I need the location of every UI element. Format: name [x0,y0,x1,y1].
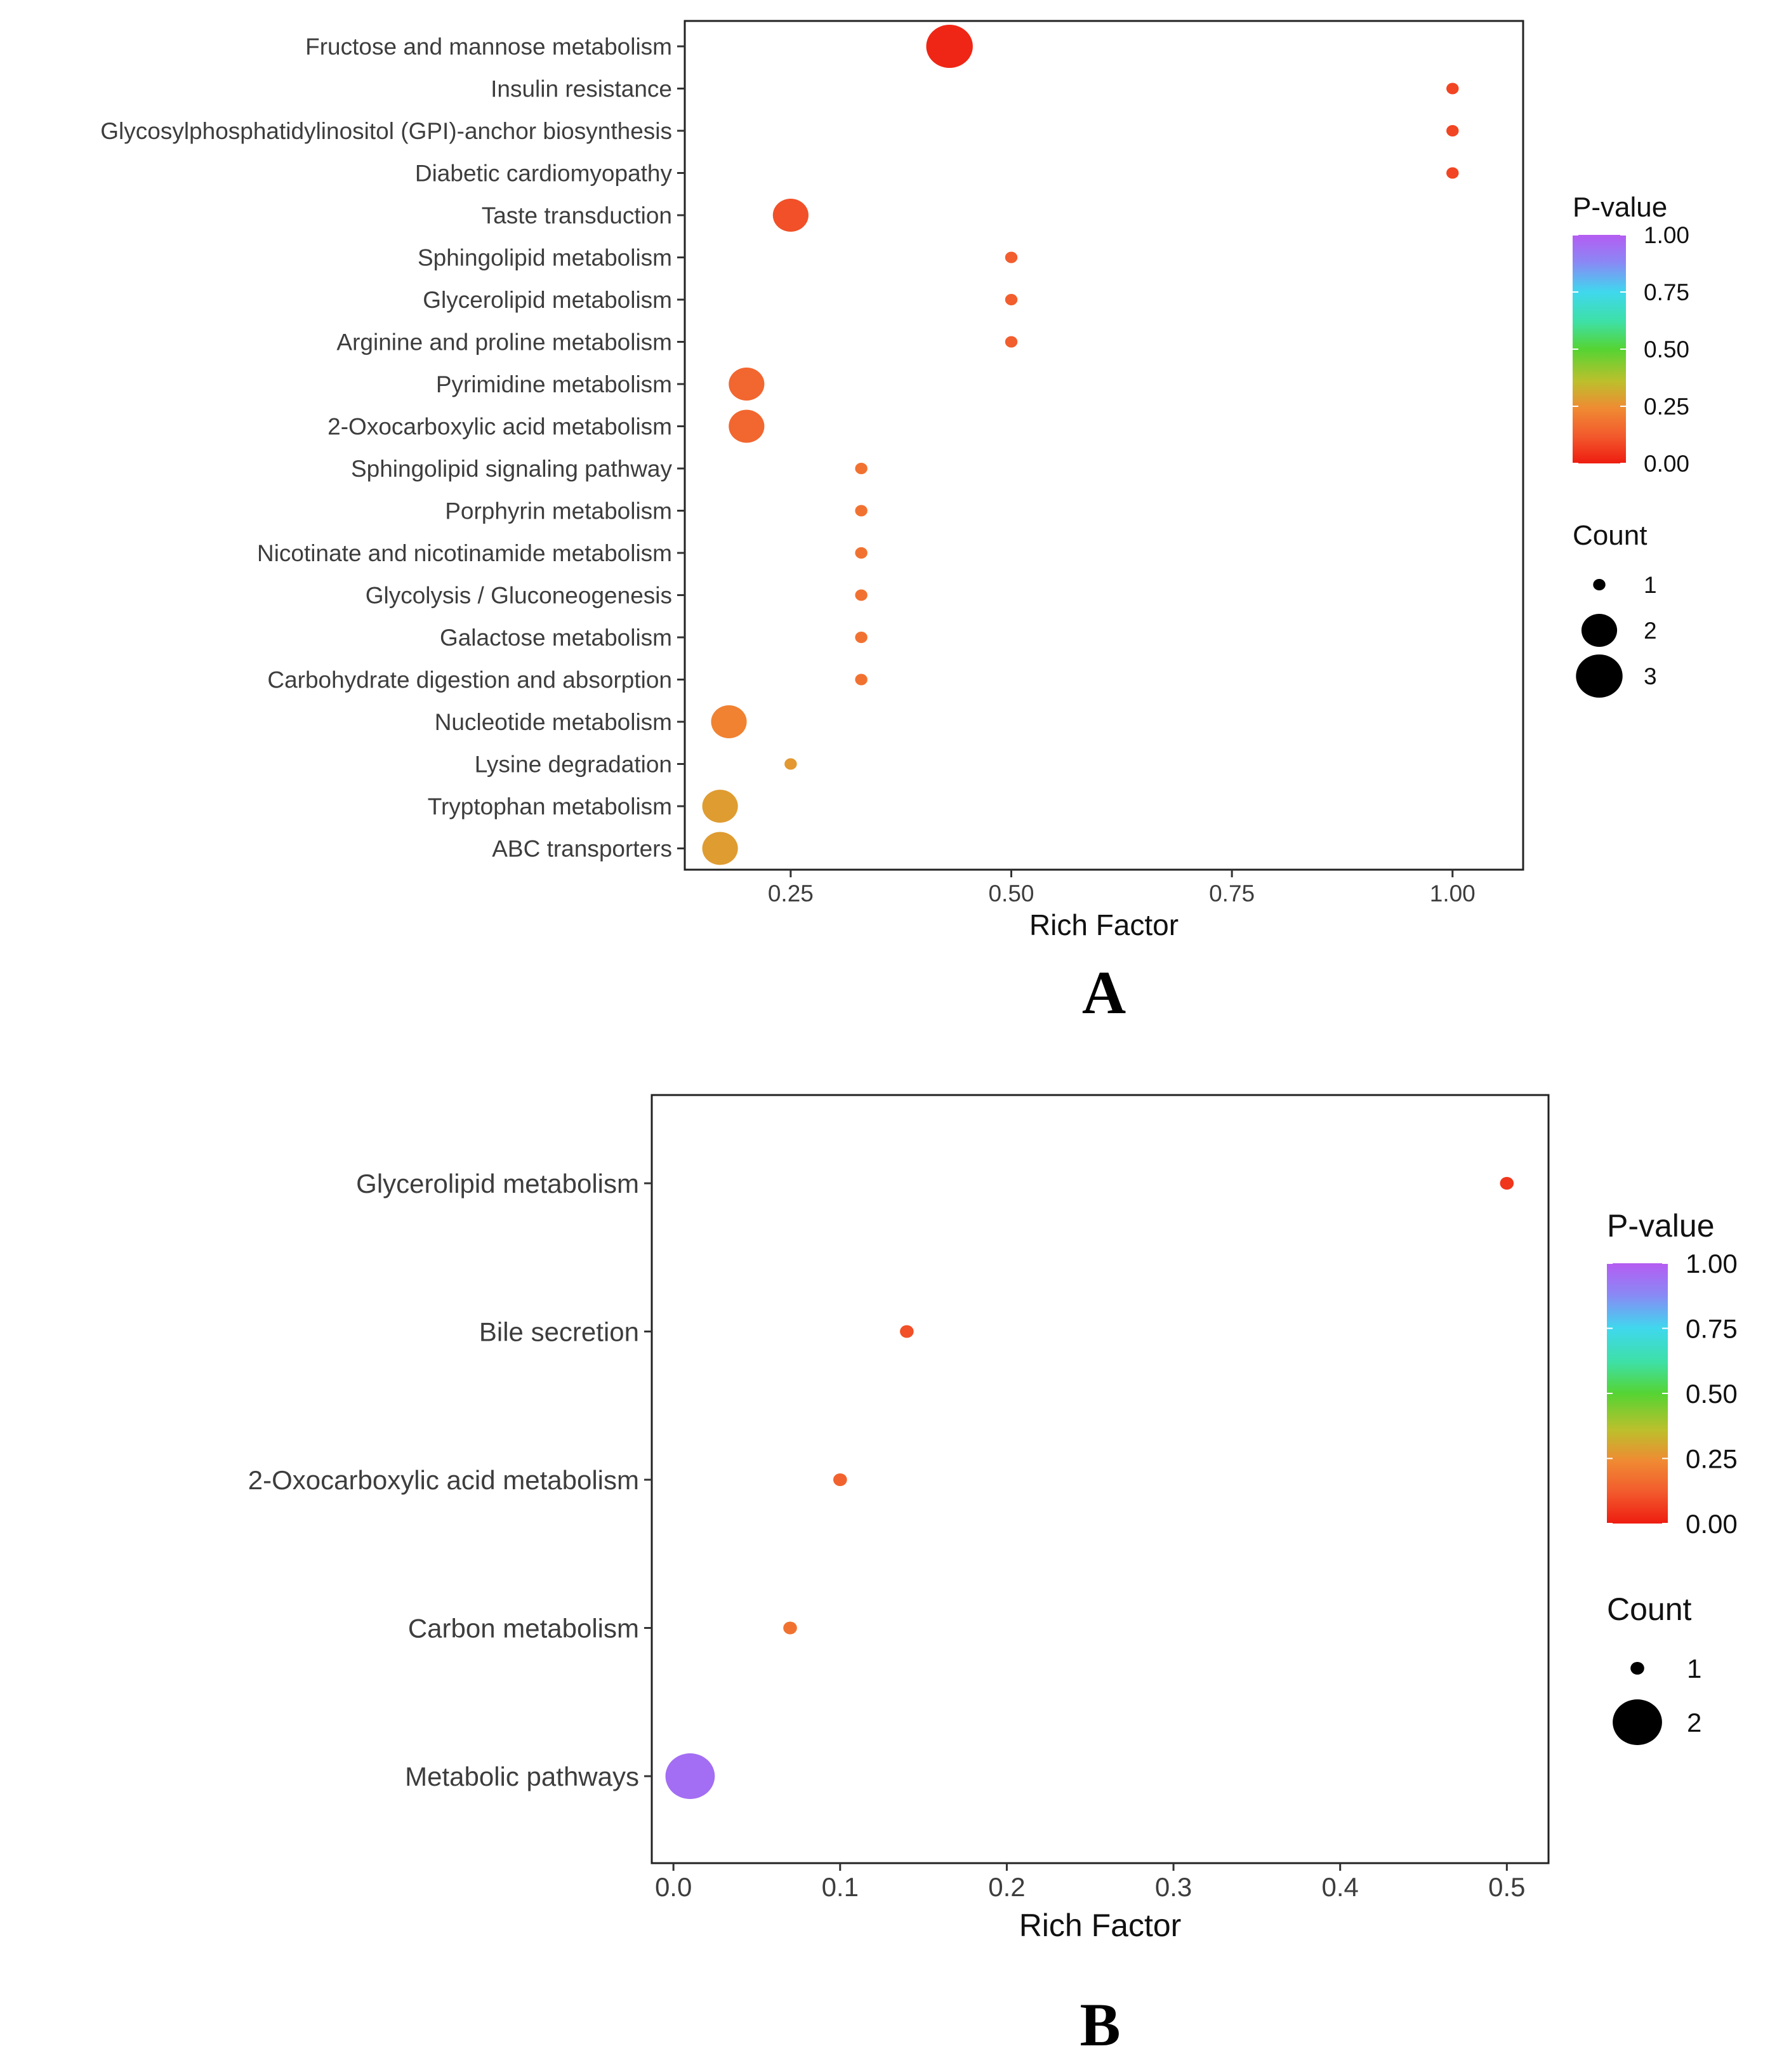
y-tick-label: Porphyrin metabolism [445,498,672,524]
data-point [855,632,868,643]
y-tick-label: Taste transduction [482,203,672,229]
x-axis-title: Rich Factor [1019,1908,1182,1943]
size-legend-dot [1576,654,1623,698]
size-legend-dot [1581,614,1618,647]
y-tick-label: 2-Oxocarboxylic acid metabolism [248,1465,639,1495]
x-tick-label: 0.0 [655,1872,692,1902]
data-point [784,758,797,770]
x-tick-label: 0.2 [988,1872,1025,1902]
data-point [855,505,868,517]
data-point [855,547,868,559]
plot-frame [684,20,1524,871]
color-bar-label: 0.75 [1644,279,1689,305]
panel-label: B [1080,1991,1120,2059]
x-tick-label: 1.00 [1430,880,1476,906]
data-point [702,832,738,865]
data-point [1005,251,1018,263]
data-point [855,674,868,686]
y-tick-label: Lysine degradation [475,752,672,778]
color-bar-label: 0.50 [1686,1379,1738,1409]
color-bar-label: 0.25 [1644,394,1689,420]
color-legend-title: P-value [1573,192,1667,223]
data-point [729,409,765,443]
y-tick-label: Bile secretion [479,1317,639,1347]
x-tick-label: 0.3 [1155,1872,1192,1902]
x-tick-label: 0.5 [1488,1872,1525,1902]
y-tick-label: Carbohydrate digestion and absorption [267,667,672,693]
y-tick-label: Metabolic pathways [405,1762,639,1791]
color-bar-label: 0.75 [1686,1314,1738,1344]
y-tick-label: Nicotinate and nicotinamide metabolism [257,540,672,566]
data-point [1446,167,1459,179]
color-bar-label: 0.25 [1686,1444,1738,1474]
size-legend-label: 2 [1644,618,1657,644]
y-tick-label: ABC transporters [492,836,672,862]
data-point [665,1753,715,1799]
color-legend-title: P-value [1607,1208,1715,1244]
y-tick-label: Pyrimidine metabolism [436,371,672,397]
chart-a: Fructose and mannose metabolism Insulin r… [100,20,1689,1026]
data-point [772,199,809,232]
color-bar-label: 1.00 [1644,222,1689,248]
size-legend-title: Count [1607,1591,1692,1627]
data-point [1446,83,1459,95]
x-tick-label: 0.1 [822,1872,859,1902]
color-bar [1573,235,1626,463]
data-point [926,25,973,68]
x-tick-label: 0.75 [1209,880,1255,906]
color-bar [1607,1263,1668,1524]
y-tick-label: Glycosylphosphatidylinositol (GPI)-ancho… [100,118,672,144]
size-legend-title: Count [1573,520,1647,551]
color-bar-label: 0.00 [1644,451,1689,477]
y-tick-label: 2-Oxocarboxylic acid metabolism [327,414,672,440]
y-tick-label: Nucleotide metabolism [435,709,672,735]
y-tick-label: Arginine and proline metabolism [336,329,672,355]
data-point [1500,1177,1514,1190]
size-legend-label: 1 [1644,572,1657,598]
color-bar-label: 1.00 [1686,1249,1738,1278]
data-point [1005,336,1018,348]
size-legend-dot [1593,579,1606,590]
x-tick-label: 0.4 [1322,1872,1359,1902]
x-tick-label: 0.50 [988,880,1034,906]
color-bar-label: 0.00 [1686,1509,1738,1539]
panel-label: A [1082,959,1126,1026]
y-tick-label: Tryptophan metabolism [428,794,672,820]
color-bar-label: 0.50 [1644,336,1689,362]
y-tick-label: Carbon metabolism [408,1614,639,1644]
data-point [1446,125,1459,136]
y-tick-label: Glycolysis / Gluconeogenesis [366,583,672,609]
data-point [855,589,868,601]
chart-b: Glycerolipid metabolism Bile secretion 2-O… [248,1094,1738,2059]
data-point [1005,294,1018,305]
size-legend-dot [1630,1662,1644,1675]
y-tick-label: Fructose and mannose metabolism [305,34,672,60]
data-point [783,1621,797,1635]
x-axis-title: Rich Factor [1029,908,1179,941]
y-tick-label: Sphingolipid signaling pathway [351,456,673,482]
plot-frame [651,1094,1550,1864]
y-tick-label: Diabetic cardiomyopathy [415,161,673,187]
y-tick-label: Glycerolipid metabolism [356,1169,639,1199]
y-tick-label: Sphingolipid metabolism [418,245,672,271]
y-tick-label: Galactose metabolism [440,625,672,651]
data-point [900,1325,914,1338]
size-legend-label: 1 [1687,1654,1701,1684]
size-legend-label: 2 [1687,1708,1701,1737]
data-point [702,790,738,823]
data-point [833,1473,847,1486]
data-point [855,463,868,474]
size-legend-label: 3 [1644,663,1657,689]
size-legend-dot [1613,1699,1662,1745]
y-tick-label: Glycerolipid metabolism [423,287,672,313]
y-tick-label: Insulin resistance [491,76,672,102]
data-point [711,705,747,738]
data-point [729,368,765,401]
x-tick-label: 0.25 [768,880,814,906]
